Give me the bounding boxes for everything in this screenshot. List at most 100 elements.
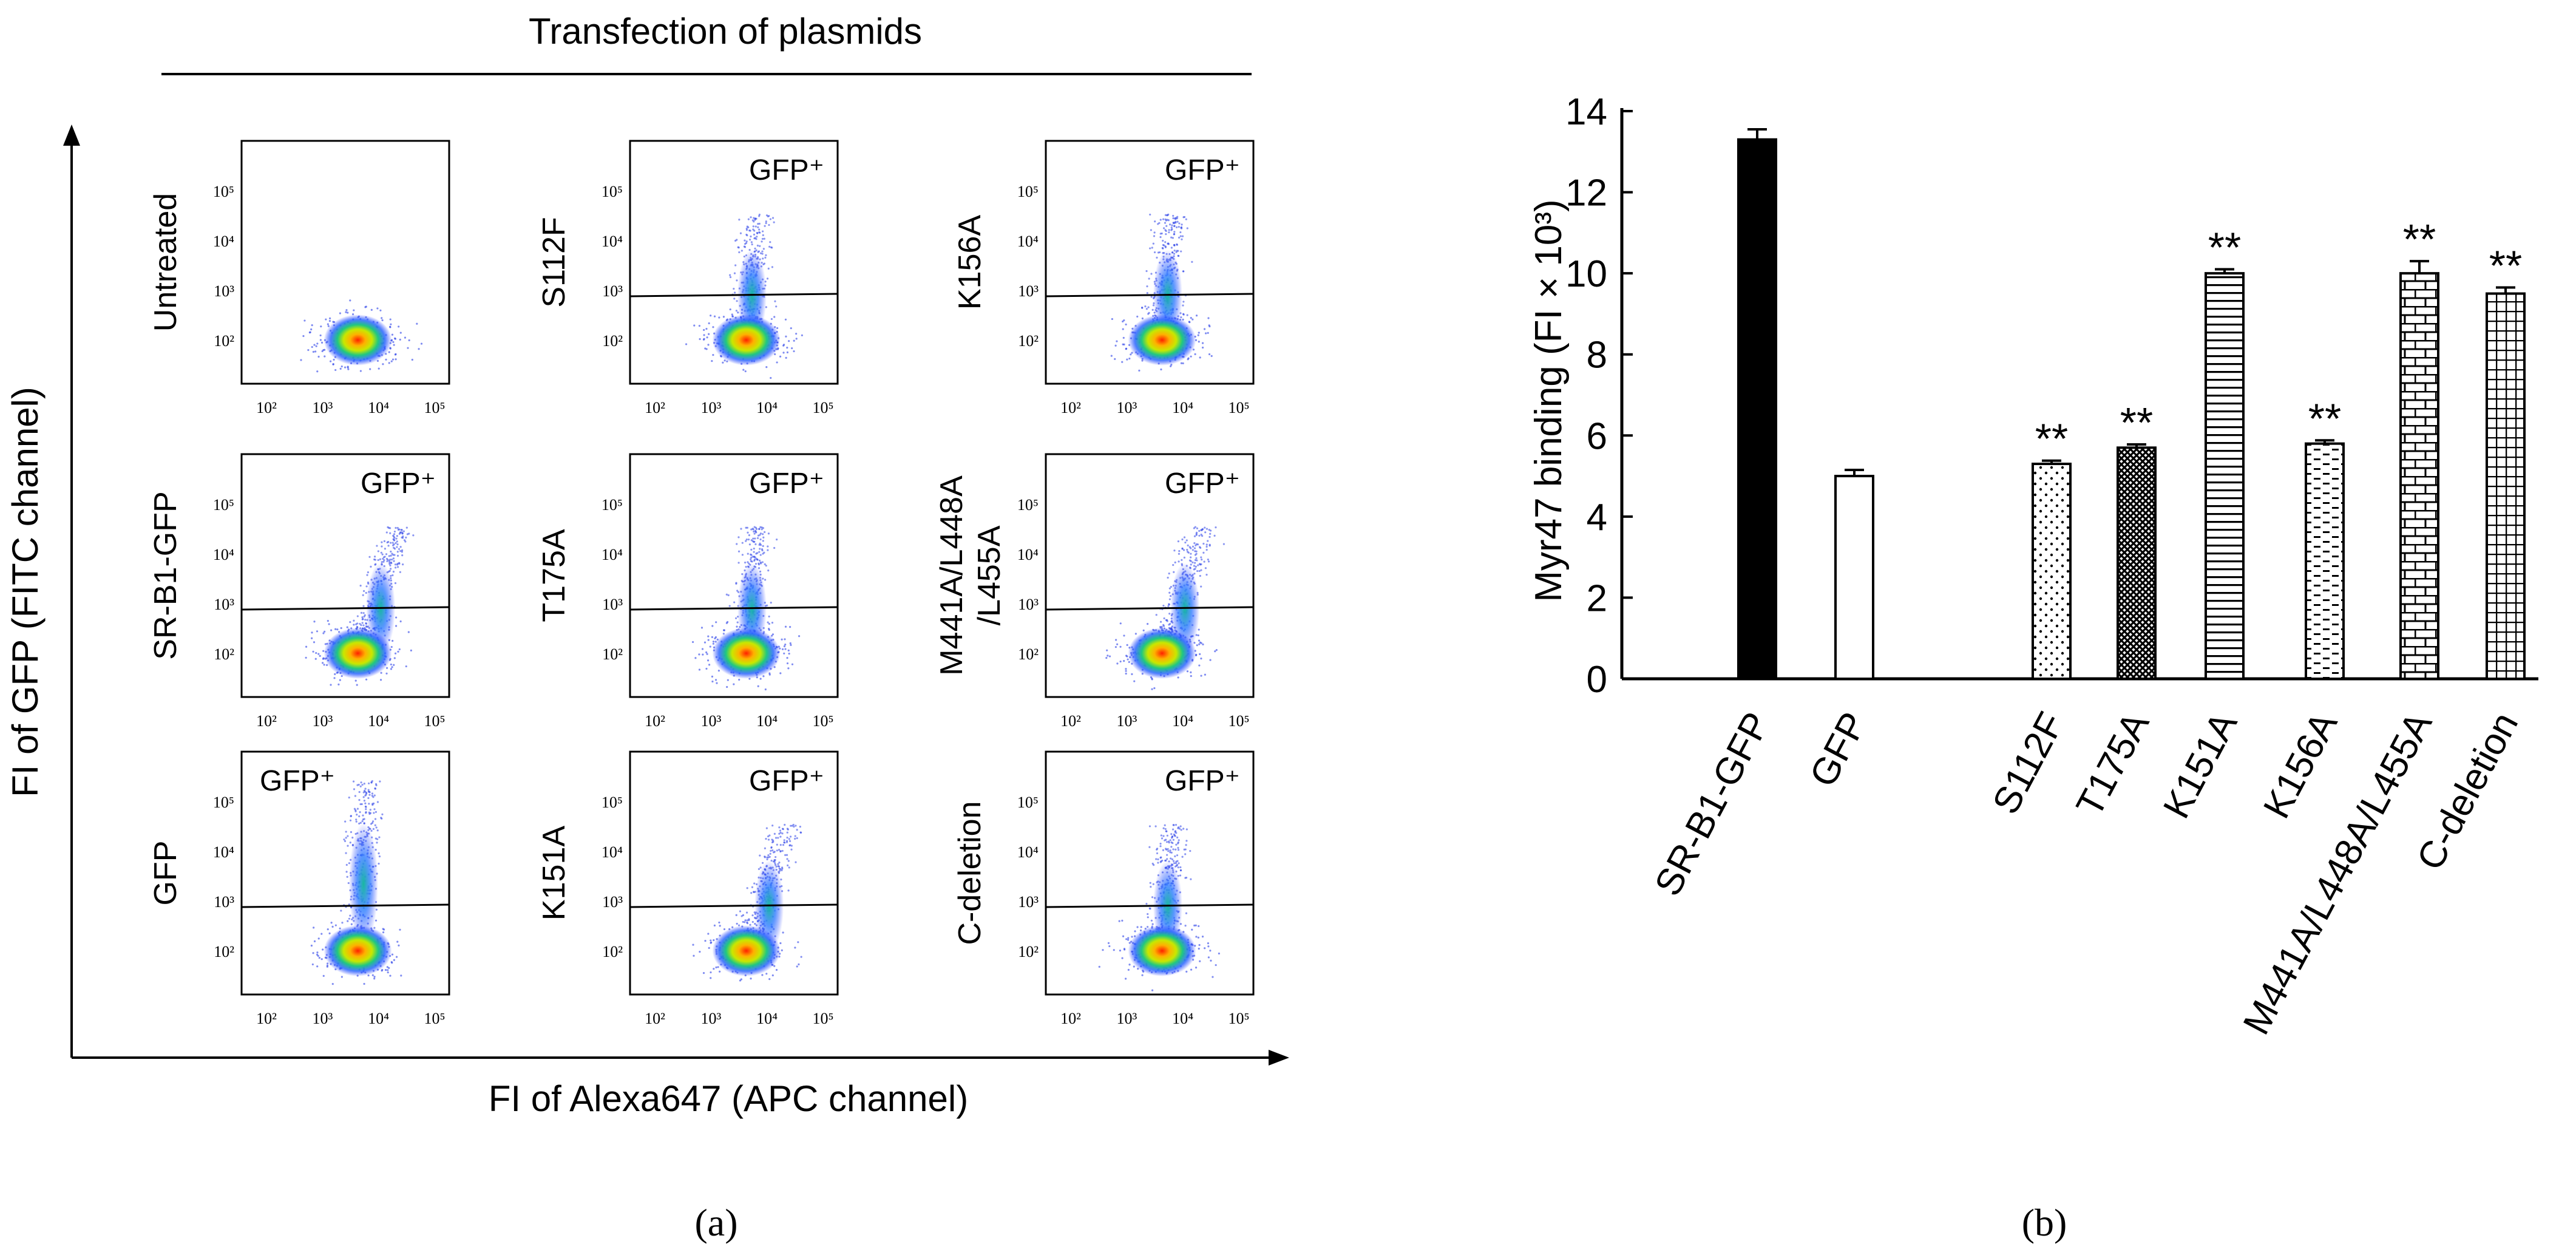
x-tick-label: 10³ [1116, 712, 1137, 730]
category-label: S112F [1985, 706, 2073, 821]
gate-line [629, 293, 838, 298]
y-tick-label: 0 [1587, 659, 1607, 701]
flow-plot-9: 10² 10² 10³ 10³ 10⁴ 10⁴ 10⁵ 10⁵ GFP⁺ C-deletion [952, 750, 1255, 1027]
y-tick-label: 10⁵ [602, 794, 623, 811]
y-tick-label: 6 [1587, 415, 1607, 457]
density-core [712, 628, 781, 679]
flow-plot-3: 10² 10² 10³ 10³ 10⁴ 10⁴ 10⁵ 10⁵ GFP⁺ K156A [952, 140, 1255, 416]
x-tick-label: 10³ [1116, 399, 1137, 416]
x-tick-label: 10² [645, 712, 665, 730]
y-tick-label: 8 [1587, 335, 1607, 376]
category-label: SR-B1-GFP [1647, 706, 1778, 902]
bar-3 [2032, 463, 2072, 680]
y-tick-label: 10⁴ [213, 233, 234, 250]
gate-line [241, 903, 450, 908]
y-tick-label: 10⁵ [1017, 496, 1039, 514]
y-tick-label: 4 [1587, 497, 1607, 539]
y-tick-label: 10² [602, 943, 623, 960]
x-tick-label: 10⁴ [1172, 712, 1193, 730]
y-tick-label: 10² [1018, 645, 1039, 663]
flow-plots: 10²10²10³10³10⁴10⁴10⁵10⁵Untreated10²10²1… [148, 140, 1255, 1027]
x-tick-label: 10⁴ [368, 399, 389, 416]
plot-frame [1045, 750, 1255, 996]
x-tick-label: 10⁴ [756, 1010, 778, 1027]
y-tick-label: 10⁵ [1017, 183, 1039, 200]
flow-plot-2: 10² 10² 10³ 10³ 10⁴ 10⁴ 10⁵ 10⁵ GFP⁺ S112F [537, 140, 839, 416]
significance-label: ** [2489, 242, 2522, 290]
x-tick-label: 10⁵ [424, 712, 446, 730]
panel-a-ylabel: FI of GFP (FITC channel) [5, 387, 46, 797]
flow-plot-8: 10² 10² 10³ 10³ 10⁴ 10⁴ 10⁵ 10⁵ GFP⁺ K151A [537, 750, 839, 1027]
x-tick-label: 10² [256, 712, 277, 730]
y-tick-label: 10² [214, 645, 234, 663]
y-tick-label: 10³ [602, 282, 623, 300]
gate-line [1045, 903, 1254, 908]
gate-line [1045, 293, 1254, 298]
density-tail [348, 823, 378, 945]
plot-frame [240, 453, 450, 698]
x-tick-label: 10³ [700, 712, 721, 730]
flow-plot-7: 10² 10² 10³ 10³ 10⁴ 10⁴ 10⁵ 10⁵ GFP⁺ GFP [148, 750, 450, 1027]
x-tick-label: 10² [645, 399, 665, 416]
density-core [1128, 314, 1196, 365]
bar-6 [2305, 442, 2345, 681]
x-tick-label: 10³ [700, 399, 721, 416]
y-tick-label: 10³ [214, 596, 234, 613]
plot-frame [240, 140, 450, 385]
y-tick-label: 10⁴ [602, 546, 623, 563]
plot-frame [629, 453, 839, 698]
y-tick-label: 10⁴ [1017, 233, 1039, 250]
x-tick-label: 10⁵ [424, 399, 446, 416]
gate-label: GFP⁺ [1165, 467, 1240, 500]
y-tick-label: 2 [1587, 577, 1607, 619]
category-label: GFP [1802, 706, 1876, 794]
bar-chart: 0 2 4 6 8 10 12 14 SR-B1-GFP GFP ** S112F ** T175A ** K… [1565, 91, 2538, 1041]
plot-frame [629, 750, 839, 996]
bar-1 [1737, 138, 1777, 680]
x-tick-label: 10⁵ [813, 1010, 834, 1027]
y-tick-label: 10⁴ [602, 233, 623, 250]
y-tick-label: 10² [1018, 332, 1039, 350]
bar-5 [2205, 272, 2245, 680]
gate-label: GFP⁺ [749, 467, 824, 500]
x-tick-label: 10⁴ [756, 399, 778, 416]
y-tick-label: 10⁴ [1017, 546, 1039, 563]
density-core [324, 925, 392, 976]
y-tick-label: 10⁵ [1017, 794, 1039, 811]
x-tick-label: 10⁵ [813, 399, 834, 416]
sample-label: T175A [537, 529, 572, 622]
x-tick-label: 10⁵ [1229, 712, 1250, 730]
panel-a-y-arrowhead [63, 124, 80, 146]
density-core [1128, 925, 1196, 976]
density-core [1128, 628, 1196, 679]
density-core [712, 314, 781, 365]
y-tick-label: 10³ [602, 596, 623, 613]
gate-label: GFP⁺ [361, 467, 436, 500]
gate-label: GFP⁺ [1165, 154, 1240, 186]
y-tick-label: 10⁴ [1017, 843, 1039, 861]
y-tick-label: 12 [1565, 172, 1607, 214]
x-tick-label: 10⁴ [1172, 399, 1193, 416]
y-tick-label: 10² [214, 943, 234, 960]
category-label: K156A [2256, 706, 2346, 825]
plot-frame [1045, 140, 1255, 385]
gate-label: GFP⁺ [1165, 765, 1240, 797]
x-tick-label: 10³ [312, 1010, 333, 1027]
x-tick-label: 10⁵ [424, 1010, 446, 1027]
plot-frame [629, 140, 839, 385]
gate-label: GFP⁺ [749, 154, 824, 186]
y-tick-label: 10³ [1018, 596, 1039, 613]
bar-8 [2486, 292, 2526, 680]
y-tick-label: 10 [1565, 253, 1607, 295]
category-label: K151A [2155, 706, 2246, 825]
panel-b-ylabel: Myr47 binding (FI × 10³) [1528, 199, 1570, 602]
x-tick-label: 10² [1060, 1010, 1081, 1027]
y-tick-label: 10⁴ [602, 843, 623, 861]
significance-label: ** [2035, 415, 2068, 463]
panel-b-caption: (b) [2022, 1201, 2067, 1244]
panel-b-bar-chart: 0 2 4 6 8 10 12 14 SR-B1-GFP GFP ** S112F ** T175A ** K… [1528, 91, 2538, 1244]
y-tick-label: 10³ [1018, 893, 1039, 911]
flow-plot-5: 10² 10² 10³ 10³ 10⁴ 10⁴ 10⁵ 10⁵ GFP⁺ T175A [537, 453, 839, 730]
y-tick-label: 10⁵ [602, 183, 623, 200]
